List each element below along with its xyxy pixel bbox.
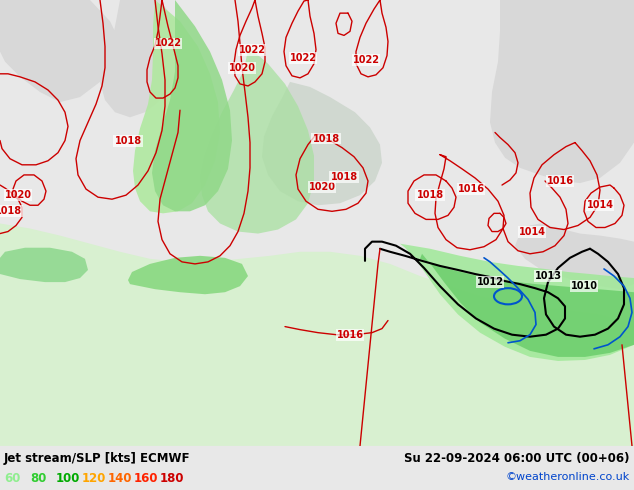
Polygon shape bbox=[0, 0, 120, 102]
Text: 1018: 1018 bbox=[313, 133, 340, 144]
Text: Su 22-09-2024 06:00 UTC (00+06): Su 22-09-2024 06:00 UTC (00+06) bbox=[404, 452, 630, 465]
Text: 80: 80 bbox=[30, 472, 46, 485]
Text: ©weatheronline.co.uk: ©weatheronline.co.uk bbox=[506, 472, 630, 482]
Polygon shape bbox=[0, 248, 88, 282]
Polygon shape bbox=[0, 223, 634, 446]
Text: 1022: 1022 bbox=[290, 52, 316, 63]
Polygon shape bbox=[420, 254, 634, 357]
Text: 1012: 1012 bbox=[477, 277, 503, 287]
Text: 120: 120 bbox=[82, 472, 107, 485]
Text: 1014: 1014 bbox=[586, 200, 614, 210]
Text: 1018: 1018 bbox=[417, 190, 444, 200]
Text: 1020: 1020 bbox=[228, 63, 256, 73]
Text: 100: 100 bbox=[56, 472, 81, 485]
Text: 1022: 1022 bbox=[353, 55, 380, 65]
Polygon shape bbox=[133, 0, 220, 213]
Polygon shape bbox=[400, 244, 634, 361]
Polygon shape bbox=[128, 256, 248, 294]
Text: 60: 60 bbox=[4, 472, 20, 485]
Text: 1016: 1016 bbox=[547, 176, 574, 186]
Polygon shape bbox=[262, 82, 382, 205]
Text: 140: 140 bbox=[108, 472, 133, 485]
Text: 1018: 1018 bbox=[0, 206, 22, 216]
Polygon shape bbox=[515, 223, 634, 289]
Text: 1020: 1020 bbox=[309, 182, 335, 192]
Text: 1016: 1016 bbox=[458, 184, 484, 194]
Polygon shape bbox=[200, 47, 314, 234]
Text: 1018: 1018 bbox=[330, 172, 358, 182]
Text: 1022: 1022 bbox=[238, 45, 266, 54]
Text: 1013: 1013 bbox=[534, 271, 562, 281]
Text: 1022: 1022 bbox=[155, 39, 181, 49]
Polygon shape bbox=[100, 0, 180, 117]
Text: 160: 160 bbox=[134, 472, 158, 485]
Text: 1014: 1014 bbox=[519, 226, 545, 237]
Polygon shape bbox=[152, 0, 232, 211]
Text: 1020: 1020 bbox=[4, 190, 32, 200]
Text: Jet stream/SLP [kts] ECMWF: Jet stream/SLP [kts] ECMWF bbox=[4, 452, 190, 465]
Text: 1016: 1016 bbox=[337, 330, 363, 340]
Text: 180: 180 bbox=[160, 472, 184, 485]
Text: 1018: 1018 bbox=[115, 136, 141, 146]
Polygon shape bbox=[490, 0, 634, 183]
Text: 1010: 1010 bbox=[571, 281, 597, 291]
